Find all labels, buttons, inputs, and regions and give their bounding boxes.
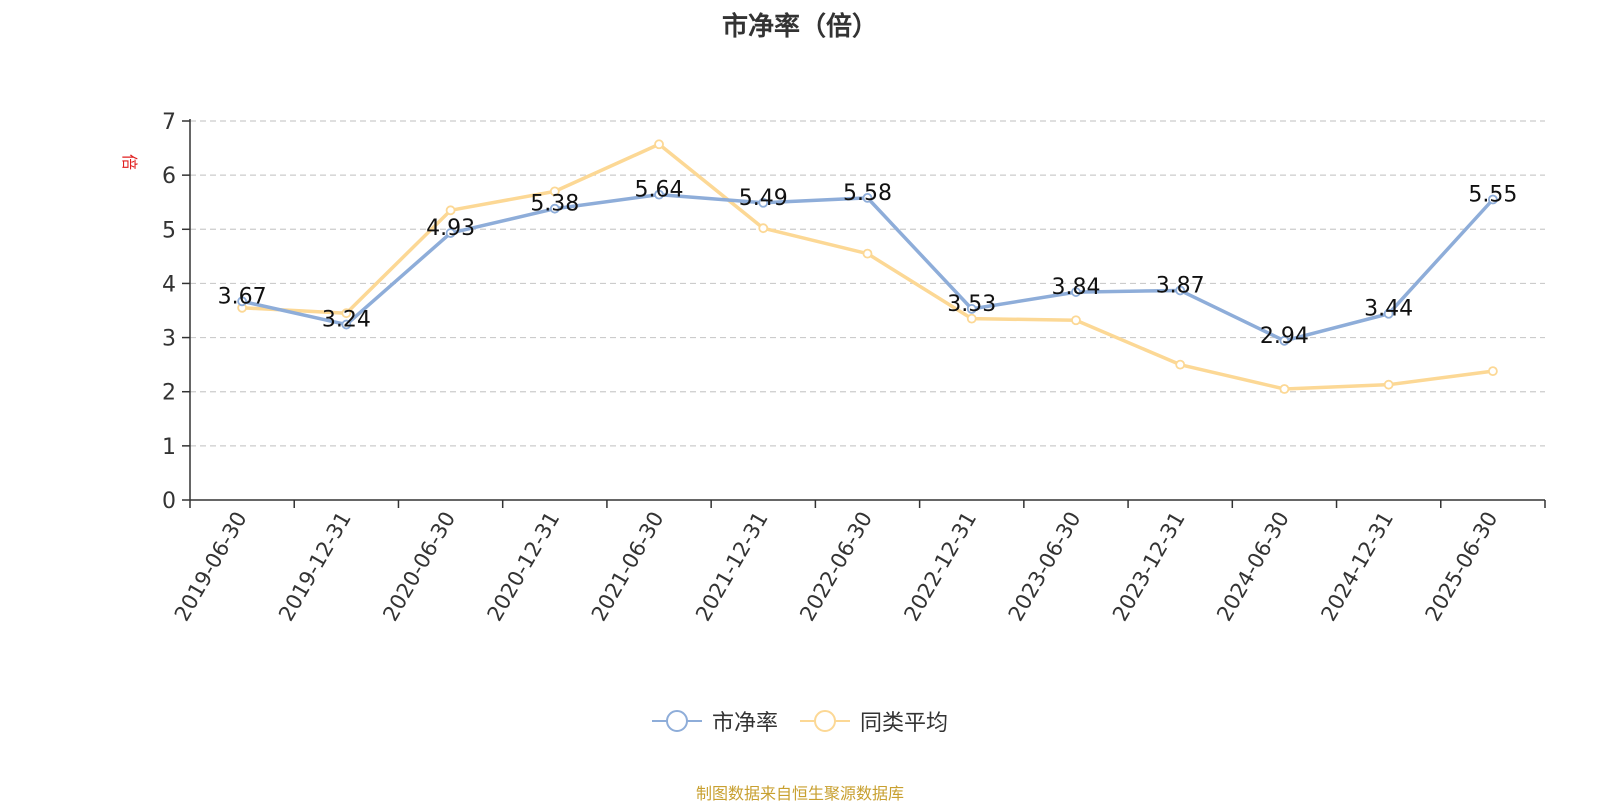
x-tick-label: 2024-06-30: [1212, 508, 1294, 626]
y-tick-label: 5: [162, 218, 176, 243]
legend-label-pb: 市净率: [711, 711, 778, 736]
y-tick-label: 6: [162, 164, 176, 189]
x-tick-label: 2025-06-30: [1421, 508, 1503, 626]
data-point-pb: [1279, 335, 1290, 346]
data-label: 5.38: [530, 192, 579, 217]
x-tick-label: 2020-06-30: [378, 507, 460, 625]
x-tick-label: 2020-12-31: [483, 508, 565, 626]
x-tick-label: 2021-12-31: [691, 508, 773, 626]
data-point-avg: [654, 139, 664, 150]
data-point-pb: [758, 197, 769, 208]
x-tick-label: 2022-12-31: [899, 507, 981, 625]
line-chart: 0 1 2 3 4 5 6 7 倍 2019-06-30 2019-12-31 2020-06-30 2…: [120, 110, 1546, 626]
data-label: 5.49: [739, 186, 788, 211]
y-tick-label: 3: [162, 327, 176, 352]
data-point-avg: [445, 205, 456, 216]
data-point-pb: [237, 296, 248, 307]
data-label: 2.94: [1260, 324, 1309, 349]
x-tick-label: 2023-12-31: [1108, 508, 1190, 626]
data-point-avg: [758, 223, 769, 234]
data-point-pb: [445, 228, 456, 238]
data-label: 5.55: [1468, 183, 1517, 208]
data-point-pb: [1383, 308, 1394, 319]
data-point-avg: [549, 186, 560, 197]
legend: 市净率 同类平均: [0, 706, 1600, 736]
data-point-pb: [549, 203, 560, 214]
legend-symbol-pb: [651, 710, 702, 732]
y-tick-label: 0: [162, 489, 176, 514]
chart-title: 市净率（倍）: [721, 12, 878, 42]
x-tick-label: 2022-06-30: [795, 508, 877, 626]
data-label: 3.53: [947, 292, 996, 317]
y-tick-label: 2: [162, 381, 176, 406]
data-point-pb: [341, 319, 352, 330]
legend-label-avg: 同类平均: [860, 711, 949, 736]
data-label: 3.67: [218, 284, 267, 309]
data-label: 3.44: [1364, 297, 1413, 322]
source-note: 制图数据来自恒生聚源数据库: [695, 784, 904, 803]
data-point-avg: [1279, 384, 1290, 394]
x-tick-label: 2024-12-31: [1316, 508, 1398, 626]
data-point-pb: [1175, 285, 1186, 296]
y-axis-unit-label: 倍: [120, 154, 139, 170]
data-label: 5.64: [635, 178, 684, 203]
data-label: 4.93: [426, 216, 475, 241]
data-point-avg: [1175, 359, 1186, 370]
data-point-pb: [966, 303, 977, 314]
x-tick-label: 2019-12-31: [274, 508, 356, 626]
legend-item-pb[interactable]: 市净率: [651, 705, 778, 737]
data-point-avg: [1071, 315, 1081, 326]
data-label: 3.24: [322, 308, 371, 333]
data-point-pb: [1071, 287, 1081, 297]
data-label: 5.58: [843, 181, 892, 206]
legend-item-avg[interactable]: 同类平均: [800, 705, 948, 737]
x-tick-label: 2021-06-30: [587, 508, 669, 626]
x-tick-label: 2023-06-30: [1004, 508, 1086, 626]
y-tick-label: 1: [162, 435, 176, 460]
data-point-pb: [862, 192, 873, 203]
data-point-avg: [1383, 379, 1394, 390]
data-label: 3.84: [1051, 275, 1100, 300]
data-point-pb: [654, 189, 664, 200]
data-point-avg: [862, 248, 873, 259]
data-label: 3.87: [1156, 273, 1205, 298]
legend-symbol-avg: [800, 710, 850, 732]
data-point-avg: [966, 313, 977, 324]
y-tick-label: 4: [162, 272, 176, 297]
data-point-avg: [341, 308, 352, 319]
y-tick-label: 7: [162, 110, 176, 135]
data-point-pb: [1487, 194, 1498, 205]
x-tick-label: 2019-06-30: [170, 508, 252, 626]
data-point-avg: [1487, 366, 1498, 377]
